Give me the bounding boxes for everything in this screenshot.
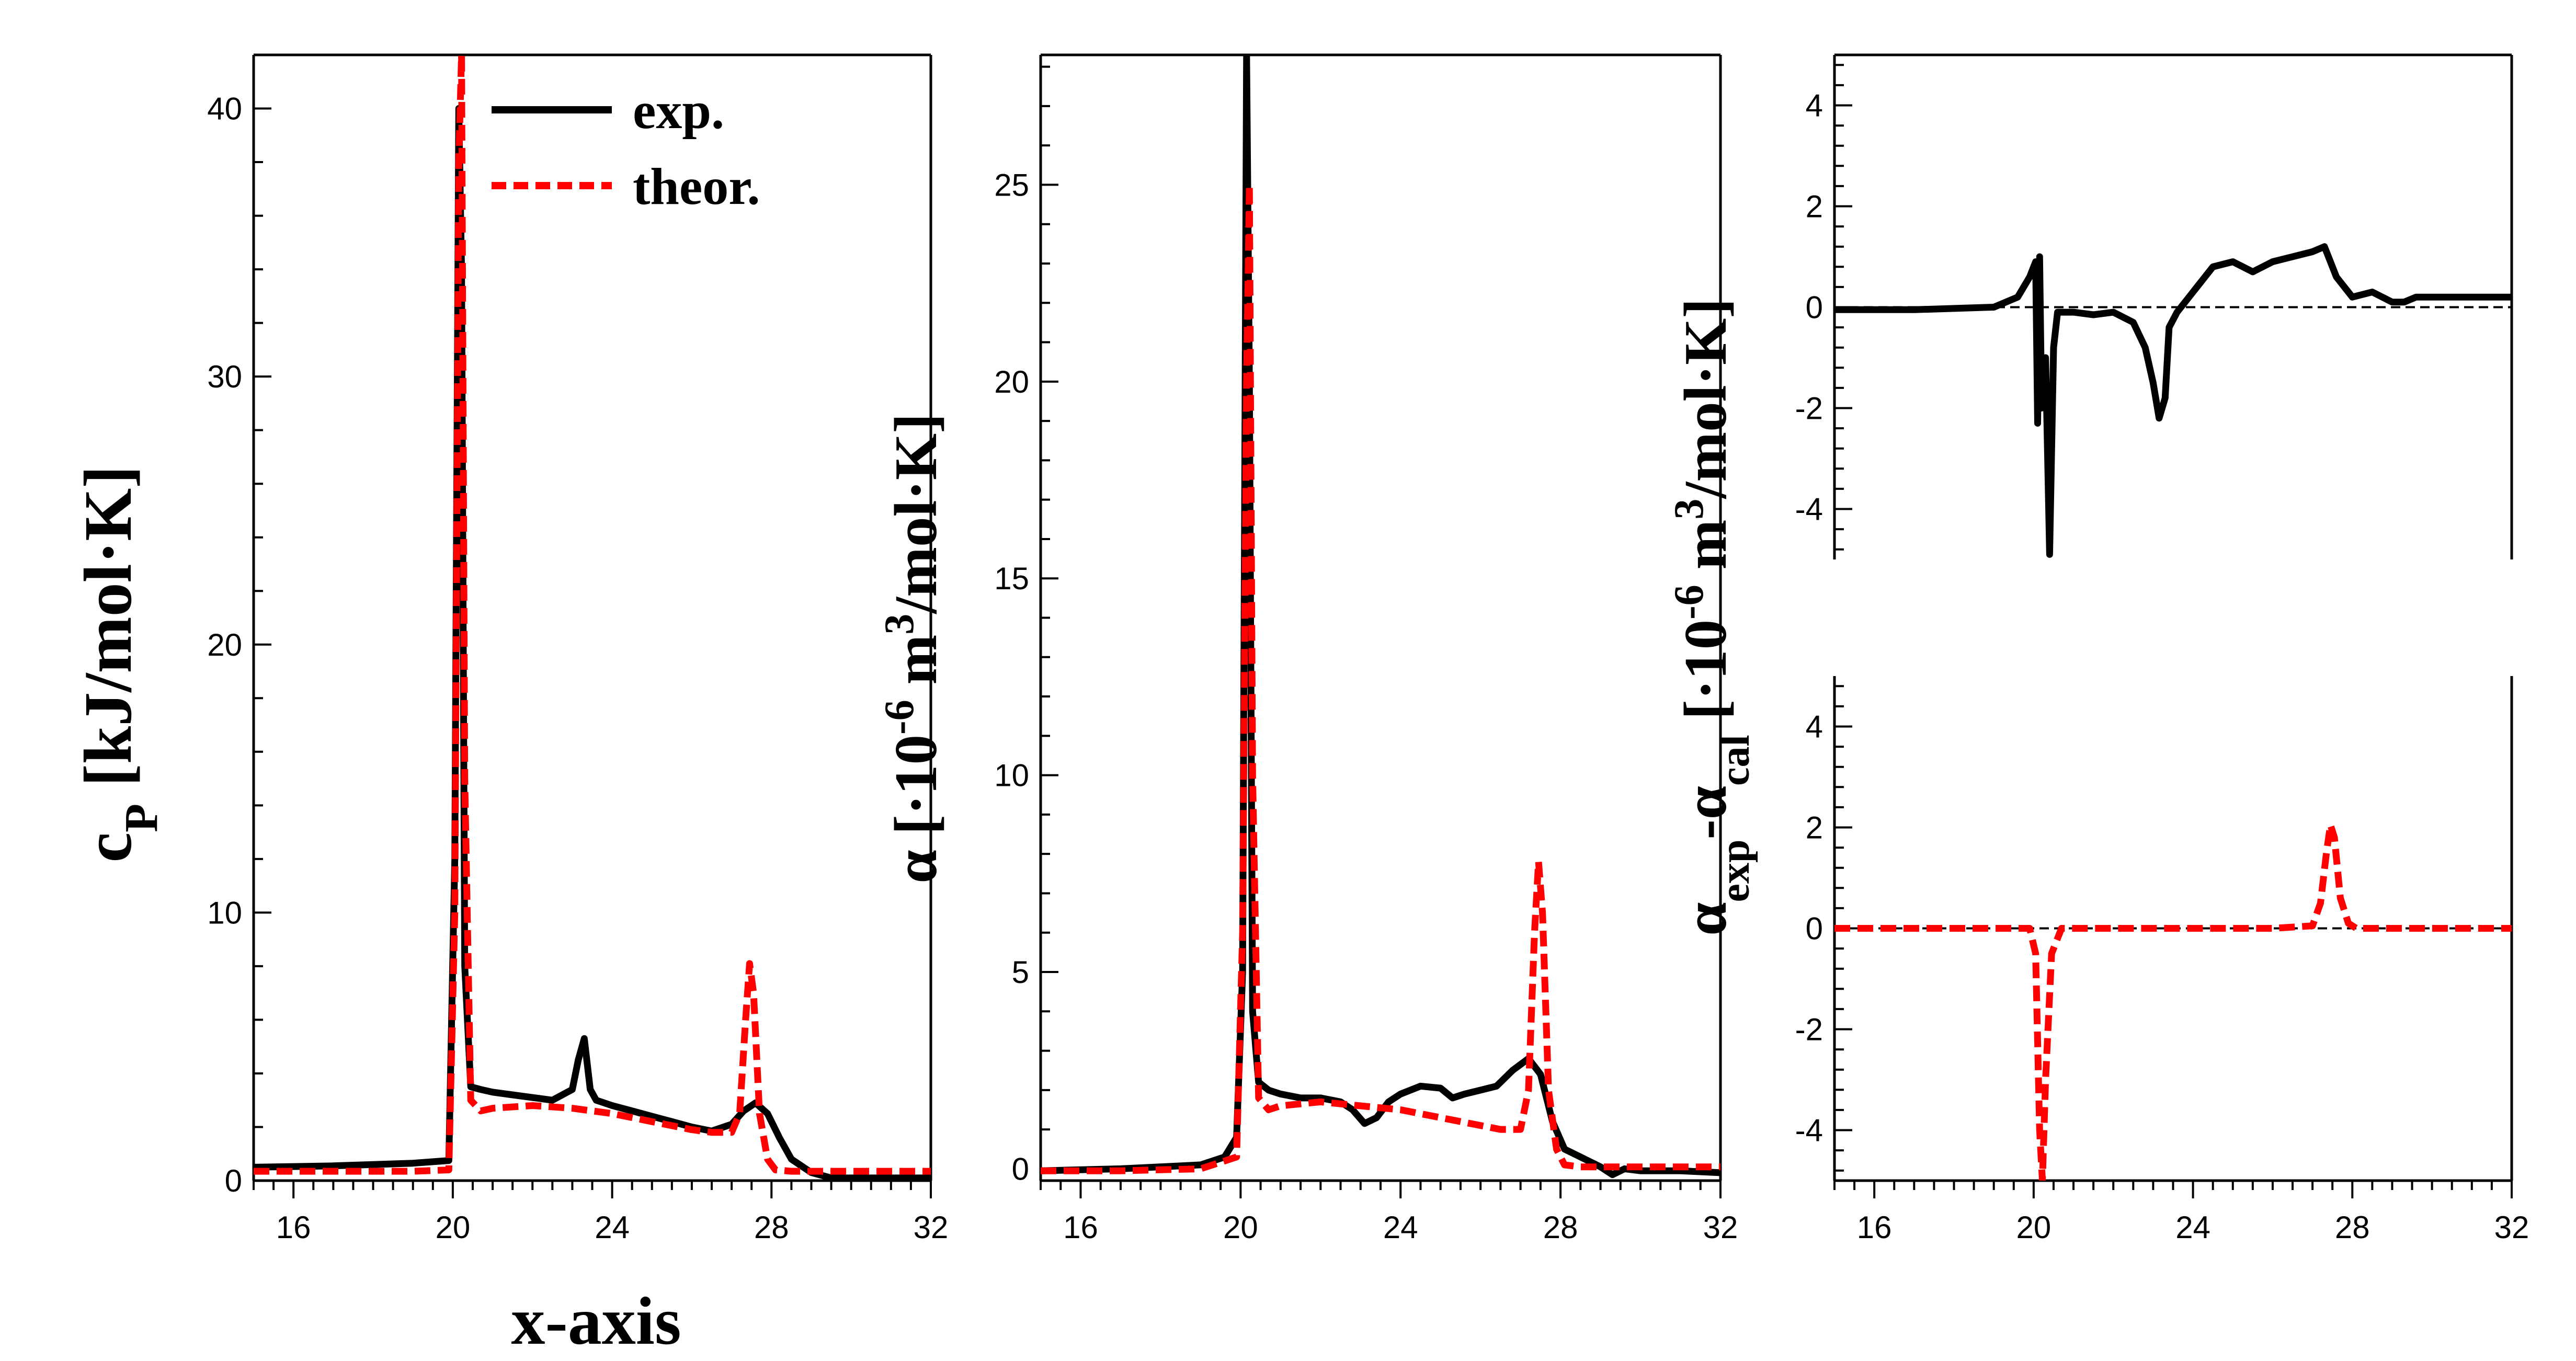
x-tick-label: 32	[914, 1210, 949, 1245]
y-tick-label: 20	[994, 364, 1029, 399]
y-tick-label: 25	[994, 167, 1029, 202]
cp-y-axis-title: cP [kJ/mol·K]	[71, 465, 167, 862]
x-tick-label: 20	[1223, 1210, 1258, 1245]
y-tick-label: 15	[994, 561, 1029, 596]
x-tick-label: 24	[2175, 1210, 2210, 1245]
y-tick-label: 20	[207, 627, 242, 662]
alpha-y-axis-title: α [·10-6 m3/mol·K]	[876, 413, 949, 883]
x-tick-label: 32	[1703, 1210, 1738, 1245]
y-tick-label: 2	[1806, 189, 1823, 224]
x-tick-label: 24	[1383, 1210, 1418, 1245]
y-tick-label: -4	[1795, 1113, 1823, 1148]
alpha-panel: 0 5 10 15 20 25 16 20 24 28 32	[994, 53, 1738, 1245]
residual-y-axis-title: αexp-αcal [·10-6 m3/mol·K]	[1666, 298, 1758, 935]
exp-series-line	[1041, 55, 1720, 1179]
y-tick-label: 4	[1806, 88, 1823, 123]
theor-series-line	[1041, 181, 1720, 1174]
y-tick-label: -4	[1795, 492, 1823, 527]
y-tick-label: 10	[994, 758, 1029, 793]
y-tick-label: 2	[1806, 810, 1823, 845]
y-tick-label: 0	[1012, 1151, 1029, 1186]
exp-series-line	[1834, 243, 2512, 558]
x-tick-label: 20	[2016, 1210, 2051, 1245]
x-tick-label: 16	[1857, 1210, 1892, 1245]
legend-label-exp: exp.	[633, 82, 724, 140]
x-tick-label: 16	[1063, 1210, 1098, 1245]
y-tick-label: 0	[1806, 911, 1823, 946]
theor-series-line	[1834, 821, 2512, 1181]
x-tick-label: 28	[754, 1210, 789, 1245]
y-tick-label: 0	[225, 1163, 242, 1198]
x-tick-label: 28	[2335, 1210, 2370, 1245]
x-tick-label: 20	[436, 1210, 471, 1245]
cp-panel: 0 10 20 30 40 16 20 24 28 32	[207, 53, 949, 1245]
x-tick-label: 32	[2494, 1210, 2529, 1245]
x-tick-label: 28	[1543, 1210, 1578, 1245]
y-tick-label: 40	[207, 92, 242, 127]
y-tick-label: -2	[1795, 391, 1823, 426]
residual-exp-panel: -4 -2 0 2 4	[1795, 53, 2513, 559]
x-tick-label: 24	[595, 1210, 630, 1245]
y-tick-label: 4	[1806, 710, 1823, 745]
x-tick-label: 16	[276, 1210, 311, 1245]
y-tick-label: 0	[1806, 290, 1823, 325]
legend-label-theor: theor.	[633, 157, 760, 215]
y-tick-label: 30	[207, 359, 242, 394]
legend: exp. theor.	[492, 82, 760, 215]
y-tick-label: -2	[1795, 1012, 1823, 1047]
theor-series-line	[254, 55, 931, 1175]
y-tick-label: 5	[1012, 955, 1029, 990]
y-tick-label: 10	[207, 895, 242, 930]
x-axis-title: x-axis	[511, 1284, 681, 1359]
exp-series-line	[254, 105, 931, 1181]
